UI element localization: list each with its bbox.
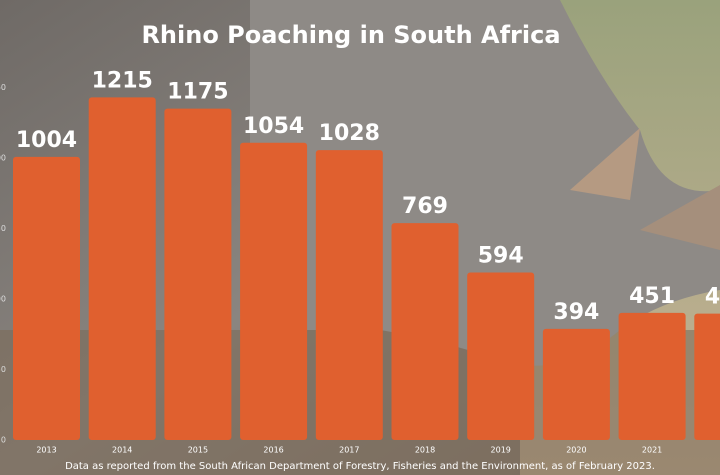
bar [240, 142, 308, 440]
x-tick-label: 2020 [566, 446, 586, 455]
value-label: 1175 [167, 80, 228, 105]
bar [618, 312, 686, 440]
y-tick-label: 1250 [0, 83, 6, 92]
chart-title: Rhino Poaching in South Africa [141, 21, 560, 49]
y-tick-label: 250 [0, 365, 6, 374]
y-tick-label: 0 [1, 436, 6, 445]
bar [391, 223, 459, 440]
bar [315, 150, 383, 440]
rhino-horn [640, 185, 720, 250]
x-tick-label: 2018 [415, 446, 435, 455]
value-label: 1004 [16, 128, 77, 153]
value-label: 451 [629, 284, 675, 309]
bar [694, 313, 720, 440]
y-tick-label: 500 [0, 295, 6, 304]
x-tick-label: 2019 [491, 446, 511, 455]
bar [467, 272, 535, 440]
value-label: 594 [478, 243, 524, 268]
value-label: 1028 [319, 121, 380, 146]
value-label: 1054 [243, 114, 304, 139]
value-label: 394 [553, 300, 599, 325]
value-label: 769 [402, 194, 448, 219]
bar [88, 97, 156, 441]
x-tick-label: 2014 [112, 446, 132, 455]
value-label: 1215 [92, 68, 153, 93]
y-tick-label: 750 [0, 224, 6, 233]
bar [542, 328, 610, 440]
value-label: 448 [705, 285, 720, 310]
rhino-horn [570, 128, 640, 200]
x-tick-label: 2016 [263, 446, 283, 455]
x-tick-label: 2017 [339, 446, 359, 455]
bar [164, 108, 232, 441]
bar [13, 156, 80, 440]
footnote: Data as reported from the South African … [65, 461, 655, 472]
x-tick-label: 2015 [188, 446, 208, 455]
x-tick-label: 2013 [36, 446, 56, 455]
y-tick-label: 1000 [0, 154, 6, 163]
x-tick-label: 2021 [642, 446, 662, 455]
